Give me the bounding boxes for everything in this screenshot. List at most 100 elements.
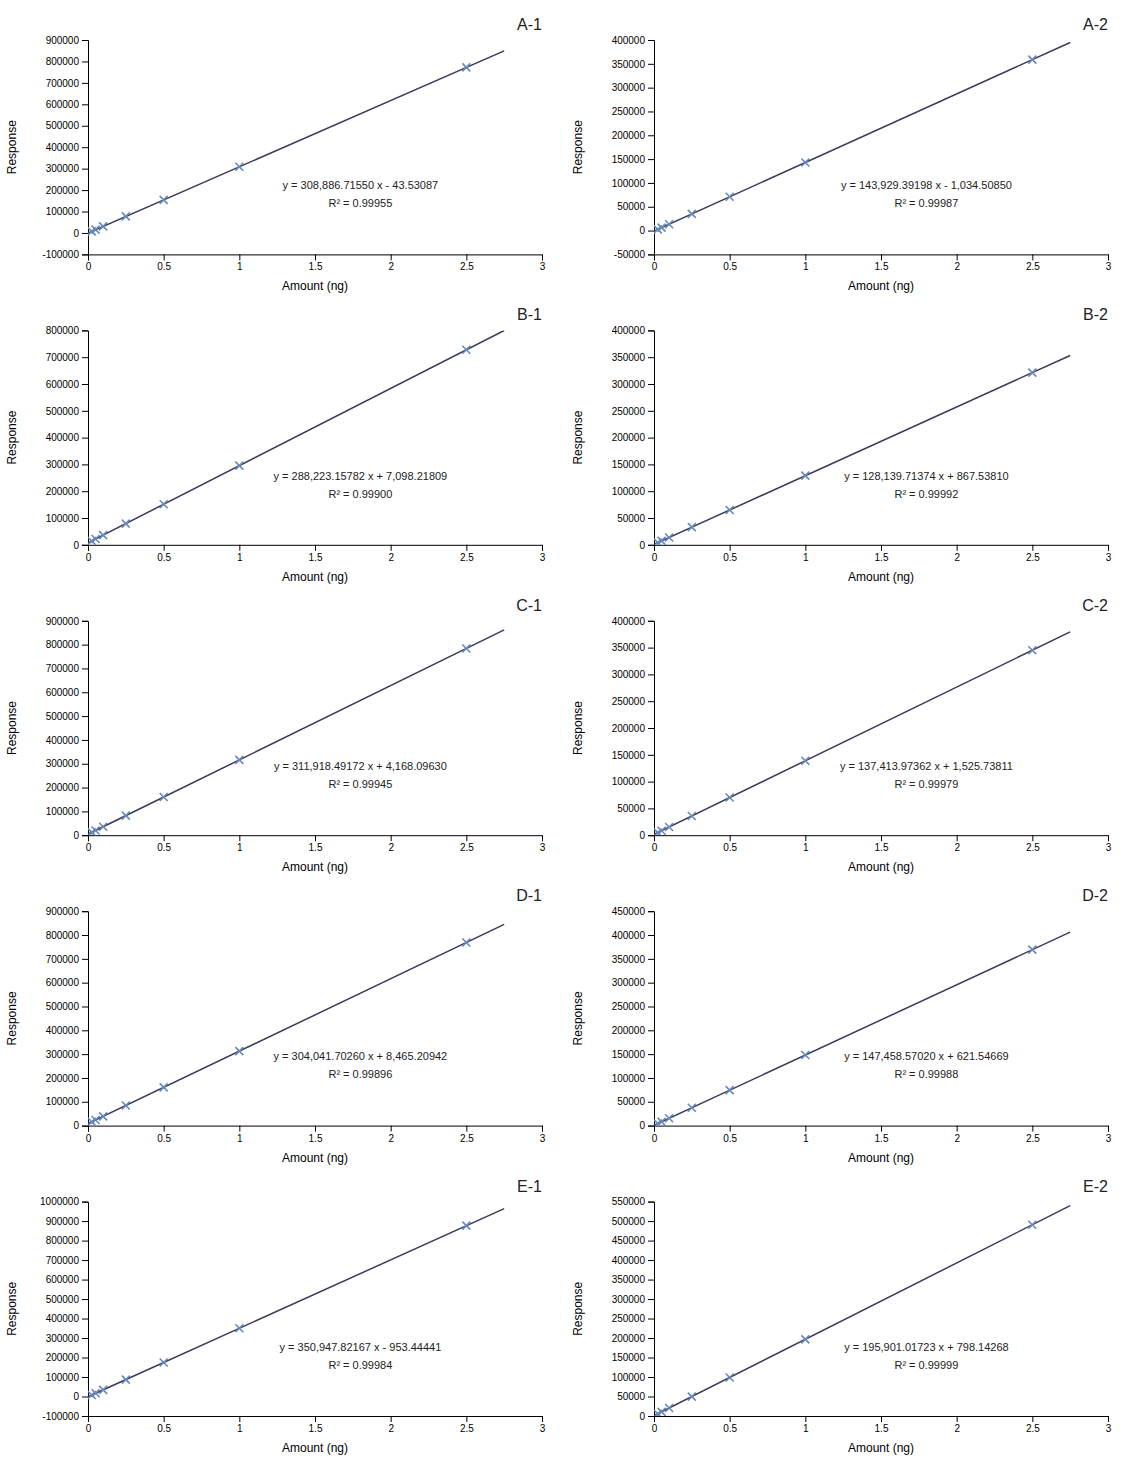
point (99, 1386, 107, 1394)
tick-label: 300000 (46, 1049, 80, 1060)
fit-line (88, 1209, 504, 1397)
tick-label: 2 (388, 552, 394, 563)
tick-label: 2 (954, 1423, 960, 1434)
point (122, 212, 130, 220)
axis-line (655, 545, 1109, 551)
point (801, 472, 809, 480)
panel-title: A-1 (517, 16, 542, 33)
tick-mark (82, 935, 88, 936)
tick: 2 (388, 835, 394, 853)
point (99, 823, 107, 831)
tick-label: 0 (639, 225, 645, 236)
tick: 100000 (612, 178, 654, 189)
tick: 150000 (612, 750, 654, 761)
tick-label: 500000 (46, 1001, 80, 1012)
tick-label: 2.5 (460, 262, 474, 273)
figure: 00.511.522.53-10000001000002000003000004… (0, 0, 1132, 1472)
y-axis: 0500001000001500002000002500003000003500… (612, 325, 655, 550)
tick-label: 100000 (612, 776, 646, 787)
tick: 100000 (46, 513, 88, 524)
point (688, 523, 696, 531)
tick: 150000 (612, 154, 654, 165)
tick-label: 900000 (46, 616, 80, 627)
tick-mark (805, 1416, 806, 1422)
axis-line (82, 1202, 89, 1416)
tick: 300000 (46, 459, 88, 470)
axis-line (89, 1126, 543, 1132)
tick-label: 100000 (46, 806, 80, 817)
tick: 200000 (46, 782, 88, 793)
tick: 2.5 (1026, 1126, 1040, 1144)
tick-mark (542, 254, 543, 260)
tick: 400000 (612, 325, 654, 336)
tick-label: 3 (540, 262, 546, 273)
tick: 100000 (46, 206, 88, 217)
tick: 0 (73, 830, 88, 841)
tick-label: 800000 (46, 325, 80, 336)
tick: 250000 (612, 106, 654, 117)
tick: 3 (1106, 1416, 1112, 1434)
tick: 150000 (612, 1352, 654, 1363)
tick-mark (82, 959, 88, 960)
point (92, 1116, 100, 1124)
tick-mark (648, 1319, 654, 1320)
tick: 1.5 (309, 1126, 323, 1144)
tick-label: 600000 (46, 1274, 80, 1285)
tick-label: 200000 (46, 1352, 80, 1363)
tick: 1.5 (309, 835, 323, 853)
tick-mark (648, 1241, 654, 1242)
tick-mark (1108, 1416, 1109, 1422)
tick-label: 250000 (612, 1313, 646, 1324)
annotation: R² = 0.99987 (894, 197, 958, 209)
tick-label: 3 (540, 1133, 546, 1144)
tick-mark (82, 1126, 88, 1127)
tick-label: 3 (1106, 842, 1112, 853)
x-axis: 00.511.522.53 (86, 545, 546, 563)
tick: 0.5 (723, 254, 737, 272)
tick-label: 1 (237, 842, 243, 853)
tick-label: 0 (652, 262, 658, 273)
axis-line (648, 912, 655, 1126)
y-axis: 0100000200000300000400000500000600000700… (46, 616, 89, 841)
tick: 1.5 (309, 254, 323, 272)
tick-mark (315, 835, 316, 841)
tick: 2.5 (1026, 254, 1040, 272)
tick-mark (648, 1006, 654, 1007)
tick-label: 700000 (46, 78, 80, 89)
point (92, 1389, 100, 1397)
tick: 100000 (612, 486, 654, 497)
tick: 700000 (46, 78, 88, 89)
panel: 00.511.522.53010000020000030000040000050… (5, 887, 546, 1164)
tick: 3 (540, 1416, 546, 1434)
tick: 0.5 (723, 545, 737, 563)
tick-mark (82, 645, 88, 646)
tick-label: 2 (954, 1133, 960, 1144)
tick-mark (648, 1397, 654, 1398)
annotation: y = 195,901.01723 x + 798.14268 (844, 1341, 1009, 1353)
annotation: R² = 0.99988 (894, 1068, 958, 1080)
panel-title: E-1 (517, 1178, 542, 1195)
tick-mark (164, 835, 165, 841)
point (726, 193, 734, 201)
tick-mark (648, 835, 654, 836)
tick-label: 400000 (46, 735, 80, 746)
y-axis-title: Response (5, 1281, 19, 1335)
tick-mark (82, 668, 88, 669)
tick-label: 600000 (46, 379, 80, 390)
panel-title: E-2 (1083, 1178, 1108, 1195)
tick-label: 0 (86, 552, 92, 563)
tick-label: 1 (803, 552, 809, 563)
tick-mark (82, 212, 88, 213)
tick-label: 0 (86, 262, 92, 273)
point (462, 1222, 470, 1230)
tick-mark (542, 835, 543, 841)
annotation: y = 350,947.82167 x - 953.44441 (280, 1341, 442, 1353)
tick-label: 400000 (612, 616, 646, 627)
tick-label: 1 (803, 842, 809, 853)
panel: 00.511.522.53-50000050000100000150000200… (571, 16, 1112, 293)
tick: 800000 (46, 325, 88, 336)
annotation: y = 147,458.57020 x + 621.54669 (844, 1050, 1009, 1062)
tick-label: 1.5 (875, 842, 889, 853)
y-axis-title: Response (5, 410, 19, 464)
point (658, 1118, 666, 1126)
